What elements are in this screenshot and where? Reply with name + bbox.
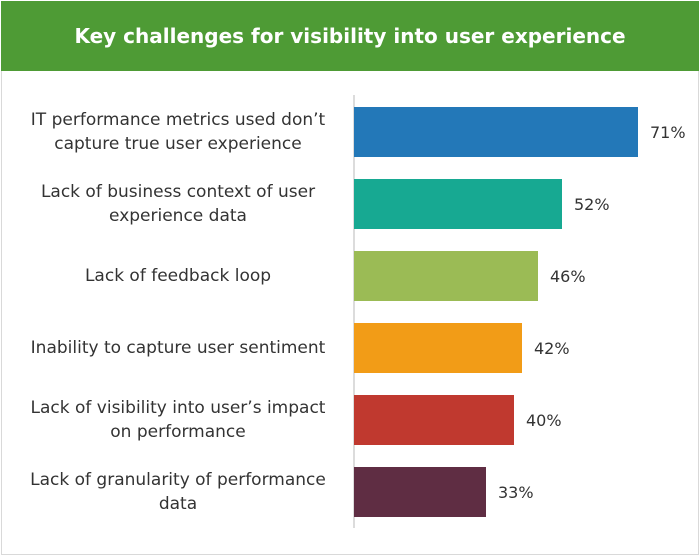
category-label-line: data	[158, 494, 198, 514]
bar-6	[354, 467, 486, 517]
category-label-line: Lack of business context of user	[40, 182, 316, 202]
category-label-line: capture true user experience	[54, 134, 302, 154]
category-label-1: IT performance metrics used don’t capture…	[18, 108, 338, 156]
category-label-line: Inability to capture user sentiment	[30, 338, 326, 358]
category-label-4: Inability to capture user sentiment	[18, 336, 338, 360]
value-label-4: 42%	[534, 339, 570, 358]
chart-header: Key challenges for visibility into user …	[1, 1, 699, 71]
category-label-line: experience data	[109, 206, 247, 226]
category-label-line: Lack of feedback loop	[84, 266, 272, 286]
value-label-6: 33%	[498, 483, 534, 502]
category-label-3: Lack of feedback loop	[18, 264, 338, 288]
category-label-line: Lack of granularity of performance	[30, 470, 326, 490]
value-label-1: 71%	[650, 123, 686, 142]
chart-title: Key challenges for visibility into user …	[74, 24, 626, 48]
category-label-line: IT performance metrics used don’t	[30, 110, 326, 130]
value-label-5: 40%	[526, 411, 562, 430]
bar-4	[354, 323, 522, 373]
category-label-6: Lack of granularity of performance data	[18, 468, 338, 516]
category-label-line: on performance	[110, 422, 246, 442]
value-label-3: 46%	[550, 267, 586, 286]
bar-1	[354, 107, 638, 157]
bar-3	[354, 251, 538, 301]
category-label-2: Lack of business context of user experien…	[18, 180, 338, 228]
category-label-5: Lack of visibility into user’s impact on …	[18, 396, 338, 444]
value-label-2: 52%	[574, 195, 610, 214]
bar-5	[354, 395, 514, 445]
category-label-line: Lack of visibility into user’s impact	[30, 398, 326, 418]
bar-2	[354, 179, 562, 229]
